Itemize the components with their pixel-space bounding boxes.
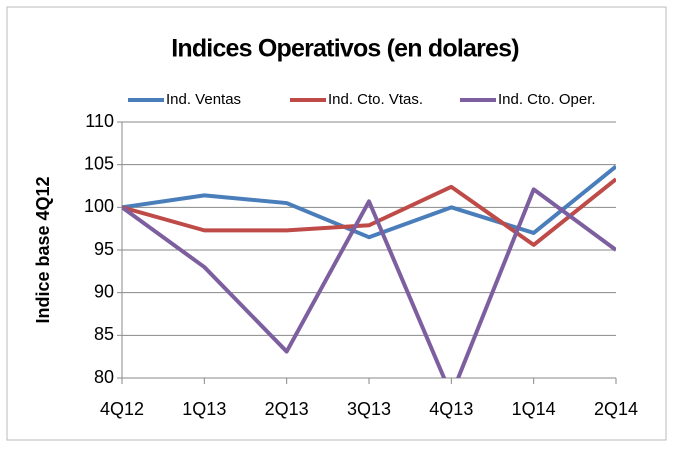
legend-label: Ind. Cto. Vtas.: [328, 91, 423, 108]
legend-label: Ind. Ventas: [166, 91, 241, 108]
x-tick-label: 4Q13: [429, 399, 473, 419]
chart-title: Indices Operativos (en dolares): [171, 35, 519, 63]
y-tick-label: 100: [84, 196, 114, 216]
x-tick-label: 3Q13: [347, 399, 391, 419]
y-axis-title: Indice base 4Q12: [33, 176, 53, 323]
series-line: [122, 164, 616, 240]
y-tick-label: 95: [94, 239, 114, 259]
y-tick-label: 80: [94, 367, 114, 387]
y-tick-label: 105: [84, 153, 114, 173]
series-line: [122, 177, 616, 247]
x-tick-label: 4Q12: [100, 399, 144, 419]
x-tick-label: 1Q13: [182, 399, 226, 419]
series-line: [122, 187, 616, 378]
x-tick-label: 2Q14: [594, 399, 638, 419]
y-tick-label: 85: [94, 324, 114, 344]
legend-label: Ind. Cto. Oper.: [498, 91, 596, 108]
x-tick-label: 1Q14: [512, 399, 556, 419]
y-tick-label: 90: [94, 281, 114, 301]
plot-area: [122, 164, 616, 378]
y-tick-label: 110: [85, 111, 114, 131]
x-tick-label: 2Q13: [265, 399, 309, 419]
